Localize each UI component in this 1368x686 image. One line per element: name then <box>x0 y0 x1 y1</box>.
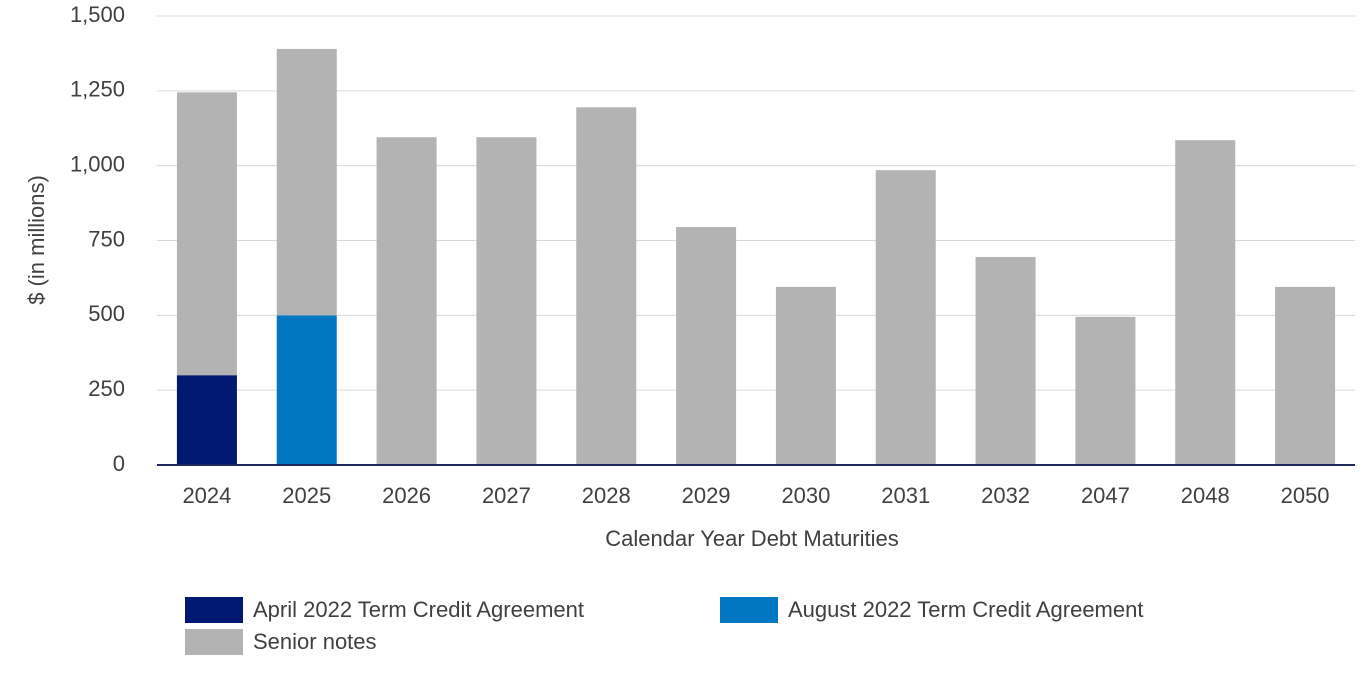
y-axis-label: $ (in millions) <box>24 175 49 305</box>
x-tick-label: 2050 <box>1281 483 1330 508</box>
x-tick-label: 2047 <box>1081 483 1130 508</box>
y-tick-label: 500 <box>88 301 125 326</box>
bar-segment <box>875 170 936 465</box>
bar-segment <box>376 137 437 466</box>
bar-segment <box>1275 286 1336 465</box>
bar-segment <box>1075 316 1136 465</box>
x-tick-label: 2048 <box>1181 483 1230 508</box>
legend-swatch <box>185 597 243 623</box>
legend-swatch <box>185 629 243 655</box>
x-tick-label: 2030 <box>781 483 830 508</box>
y-tick-label: 1,250 <box>70 77 125 102</box>
x-tick-label: 2031 <box>881 483 930 508</box>
y-tick-label: 250 <box>88 376 125 401</box>
x-tick-label: 2025 <box>282 483 331 508</box>
x-tick-label: 2029 <box>682 483 731 508</box>
bar-segment <box>176 375 237 465</box>
x-tick-label: 2028 <box>582 483 631 508</box>
bar-segment <box>975 256 1036 465</box>
x-tick-label: 2026 <box>382 483 431 508</box>
legend-label: August 2022 Term Credit Agreement <box>788 597 1143 622</box>
y-tick-label: 1,000 <box>70 151 125 176</box>
x-axis-label: Calendar Year Debt Maturities <box>605 526 899 551</box>
bar-segment <box>1175 140 1236 465</box>
bar-segment <box>176 92 237 376</box>
legend-label: Senior notes <box>253 629 377 654</box>
legend-label: April 2022 Term Credit Agreement <box>253 597 584 622</box>
bar-segment <box>676 227 737 465</box>
bar-segment <box>476 137 537 466</box>
y-tick-label: 1,500 <box>70 2 125 27</box>
x-tick-label: 2032 <box>981 483 1030 508</box>
x-tick-label: 2024 <box>182 483 231 508</box>
bar-segment <box>276 48 337 316</box>
bar-segment <box>775 286 836 465</box>
legend-swatch <box>720 597 778 623</box>
x-tick-label: 2027 <box>482 483 531 508</box>
y-tick-label: 750 <box>88 226 125 251</box>
y-tick-label: 0 <box>113 451 125 476</box>
bar-segment <box>276 315 337 465</box>
bar-segment <box>576 107 637 466</box>
